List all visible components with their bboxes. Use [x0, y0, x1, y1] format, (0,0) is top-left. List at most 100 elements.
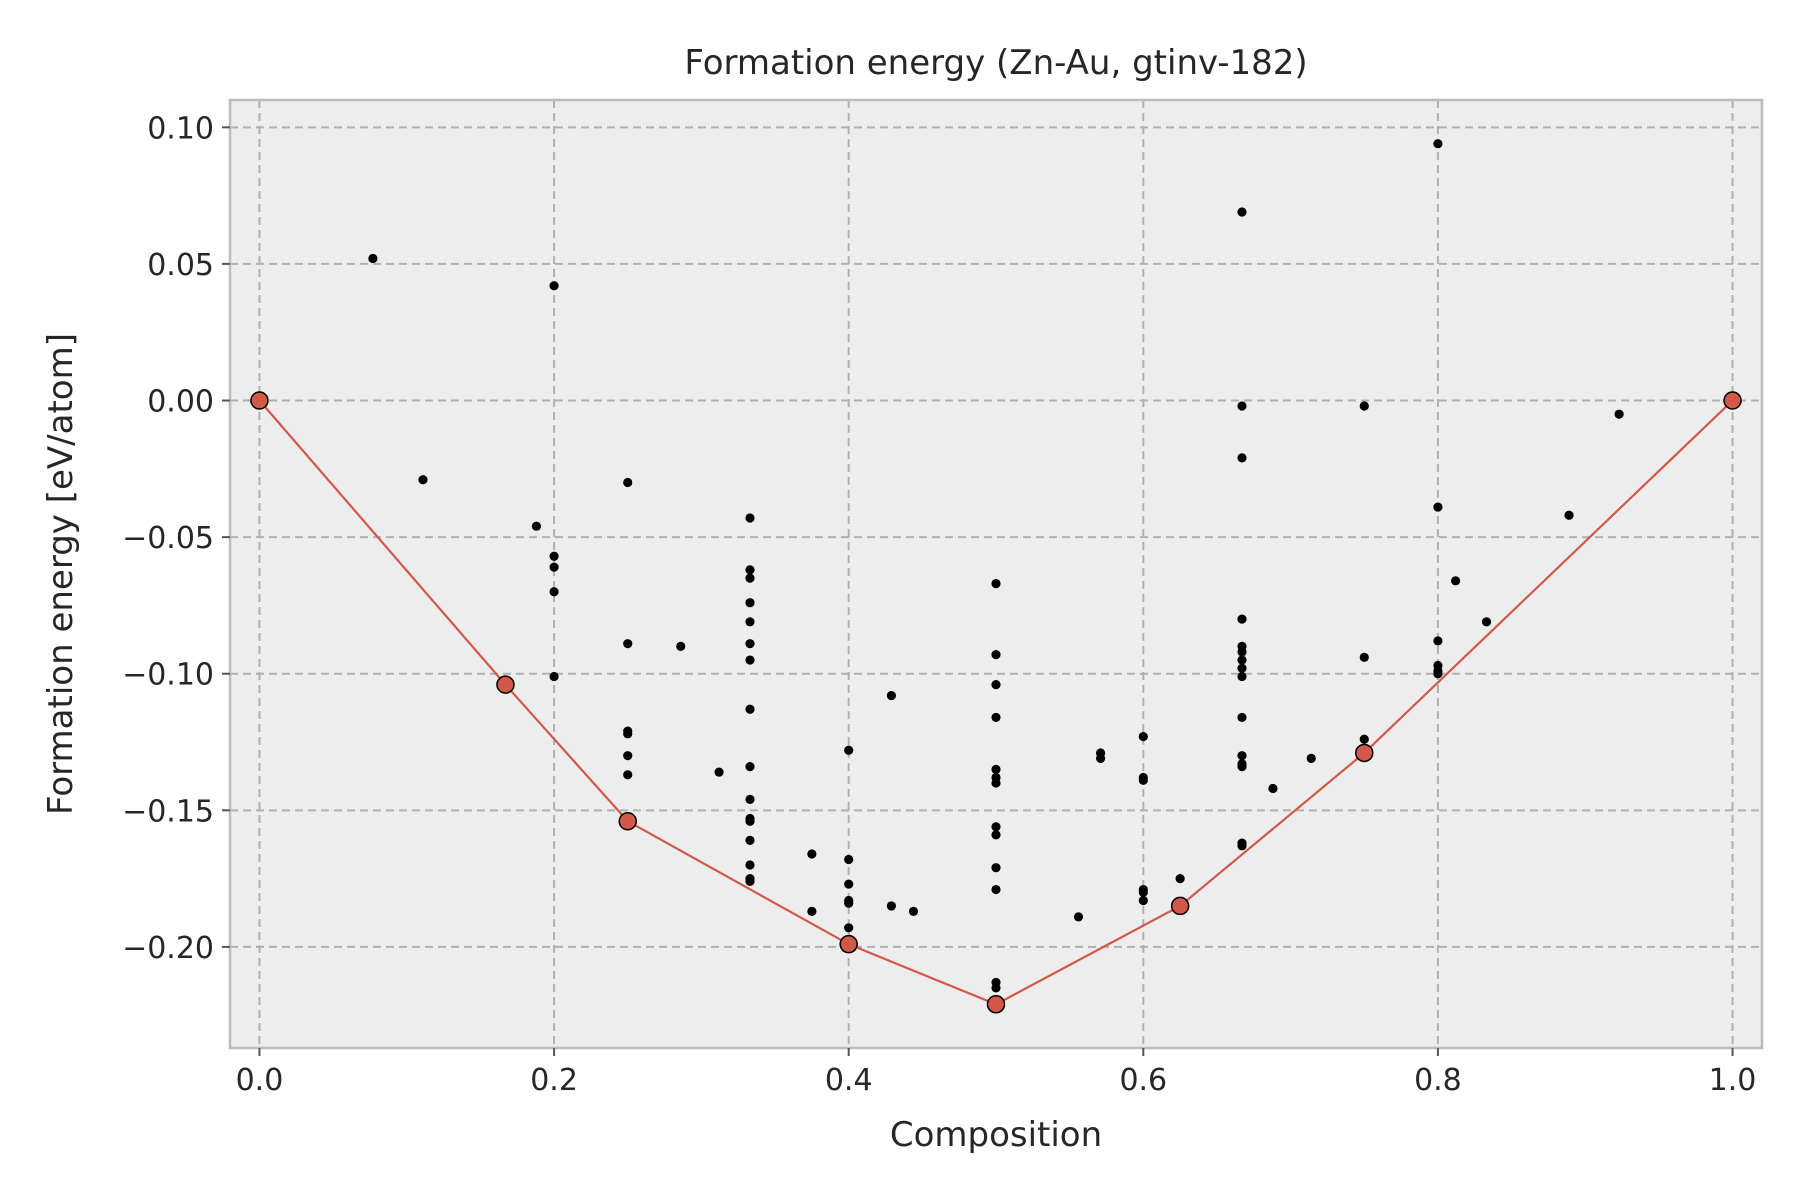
plot-background	[230, 100, 1762, 1048]
structure-point	[807, 849, 817, 859]
hull-point	[1170, 896, 1190, 916]
hull-line	[258, 399, 1734, 1006]
structure-point	[745, 876, 755, 886]
y-tick-label: −0.20	[122, 931, 214, 966]
structure-point	[991, 822, 1001, 832]
x-axis-label: Composition	[890, 1115, 1102, 1155]
structure-point	[844, 879, 854, 889]
structure-point	[1237, 663, 1247, 673]
structure-point	[991, 830, 1001, 840]
structure-point	[1359, 401, 1369, 411]
x-tick-label: 0.6	[1119, 1063, 1167, 1098]
structure-point	[745, 573, 755, 583]
structure-point	[1138, 775, 1148, 785]
structure-point	[1237, 712, 1247, 723]
y-tick-label: 0.10	[147, 111, 214, 146]
structure-point	[991, 778, 1001, 788]
structure-point	[1614, 409, 1624, 419]
structure-point	[1237, 453, 1247, 463]
hull-point	[250, 391, 269, 410]
structure-point	[1237, 401, 1247, 411]
structure-point	[991, 712, 1001, 723]
structure-point	[549, 551, 559, 561]
structure-point	[1433, 636, 1443, 646]
structure-point	[991, 863, 1001, 873]
structure-point	[1095, 753, 1106, 764]
structure-point	[745, 704, 755, 714]
structure-point	[1237, 841, 1247, 851]
hull-point	[1355, 743, 1374, 763]
structure-point	[531, 521, 542, 531]
structure-point	[1237, 671, 1247, 682]
structure-point	[745, 655, 755, 665]
structure-point	[1237, 207, 1247, 217]
structure-point	[1433, 502, 1443, 512]
structure-point	[1359, 734, 1369, 744]
structure-point	[418, 475, 428, 485]
structure-point	[991, 578, 1001, 589]
structure-point	[1451, 576, 1461, 586]
structure-point	[549, 562, 559, 572]
structure-point	[745, 835, 755, 845]
structure-point	[1306, 753, 1316, 764]
structure-point	[908, 906, 919, 917]
structure-point	[745, 860, 755, 870]
x-tick-label: 0.2	[530, 1063, 578, 1098]
structure-point	[714, 767, 724, 777]
structure-point	[1138, 887, 1148, 897]
structure-point	[991, 983, 1001, 993]
structure-points-series	[368, 139, 1624, 993]
hull-point	[618, 811, 637, 831]
structure-point	[991, 649, 1001, 660]
structure-point	[676, 641, 686, 651]
structure-point	[1237, 762, 1247, 772]
y-axis-ticks: 0.10 0.05 0.00 −0.05 −0.10 −0.15 −0.20	[122, 111, 230, 966]
structure-point	[623, 639, 633, 649]
structure-point	[1433, 669, 1443, 679]
y-tick-label: 0.05	[147, 248, 214, 283]
structure-point	[745, 598, 755, 608]
structure-point	[549, 587, 559, 597]
structure-point	[745, 816, 755, 826]
x-tick-label: 1.0	[1709, 1063, 1757, 1098]
chart-title: Formation energy (Zn-Au, gtinv-182)	[684, 43, 1307, 83]
hull-point	[1723, 391, 1742, 410]
structure-point	[368, 253, 378, 264]
structure-point	[844, 923, 854, 933]
structure-point	[745, 513, 755, 523]
structure-point	[1481, 617, 1492, 627]
y-tick-label: 0.00	[147, 385, 214, 420]
structure-point	[807, 906, 817, 917]
structure-point	[745, 639, 755, 649]
structure-point	[1237, 647, 1247, 657]
grid-lines	[230, 100, 1762, 1048]
structure-point	[1359, 652, 1369, 662]
hull-point	[496, 675, 515, 694]
structure-point	[991, 764, 1001, 774]
x-axis-ticks: 0.0 0.2 0.4 0.6 0.8 1.0	[236, 1048, 1757, 1098]
structure-point	[1073, 912, 1084, 922]
structure-point	[886, 690, 897, 701]
x-tick-label: 0.0	[236, 1063, 284, 1098]
y-tick-label: −0.05	[122, 521, 214, 556]
structure-point	[844, 745, 854, 755]
hull-point	[986, 995, 1006, 1014]
x-tick-label: 0.8	[1414, 1063, 1462, 1098]
y-axis-label: Formation energy [eV/atom]	[41, 333, 81, 815]
structure-point	[1138, 731, 1148, 742]
structure-point	[1138, 895, 1148, 906]
structure-point	[991, 680, 1001, 690]
structure-point	[745, 565, 755, 575]
structure-point	[886, 901, 897, 911]
structure-point	[1433, 139, 1443, 149]
structure-point	[745, 794, 755, 804]
structure-point	[745, 617, 755, 627]
structure-point	[623, 751, 633, 761]
structure-point	[623, 729, 633, 739]
structure-point	[623, 770, 633, 780]
structure-point	[991, 884, 1001, 895]
y-tick-label: −0.10	[122, 658, 214, 693]
structure-point	[1175, 874, 1185, 884]
